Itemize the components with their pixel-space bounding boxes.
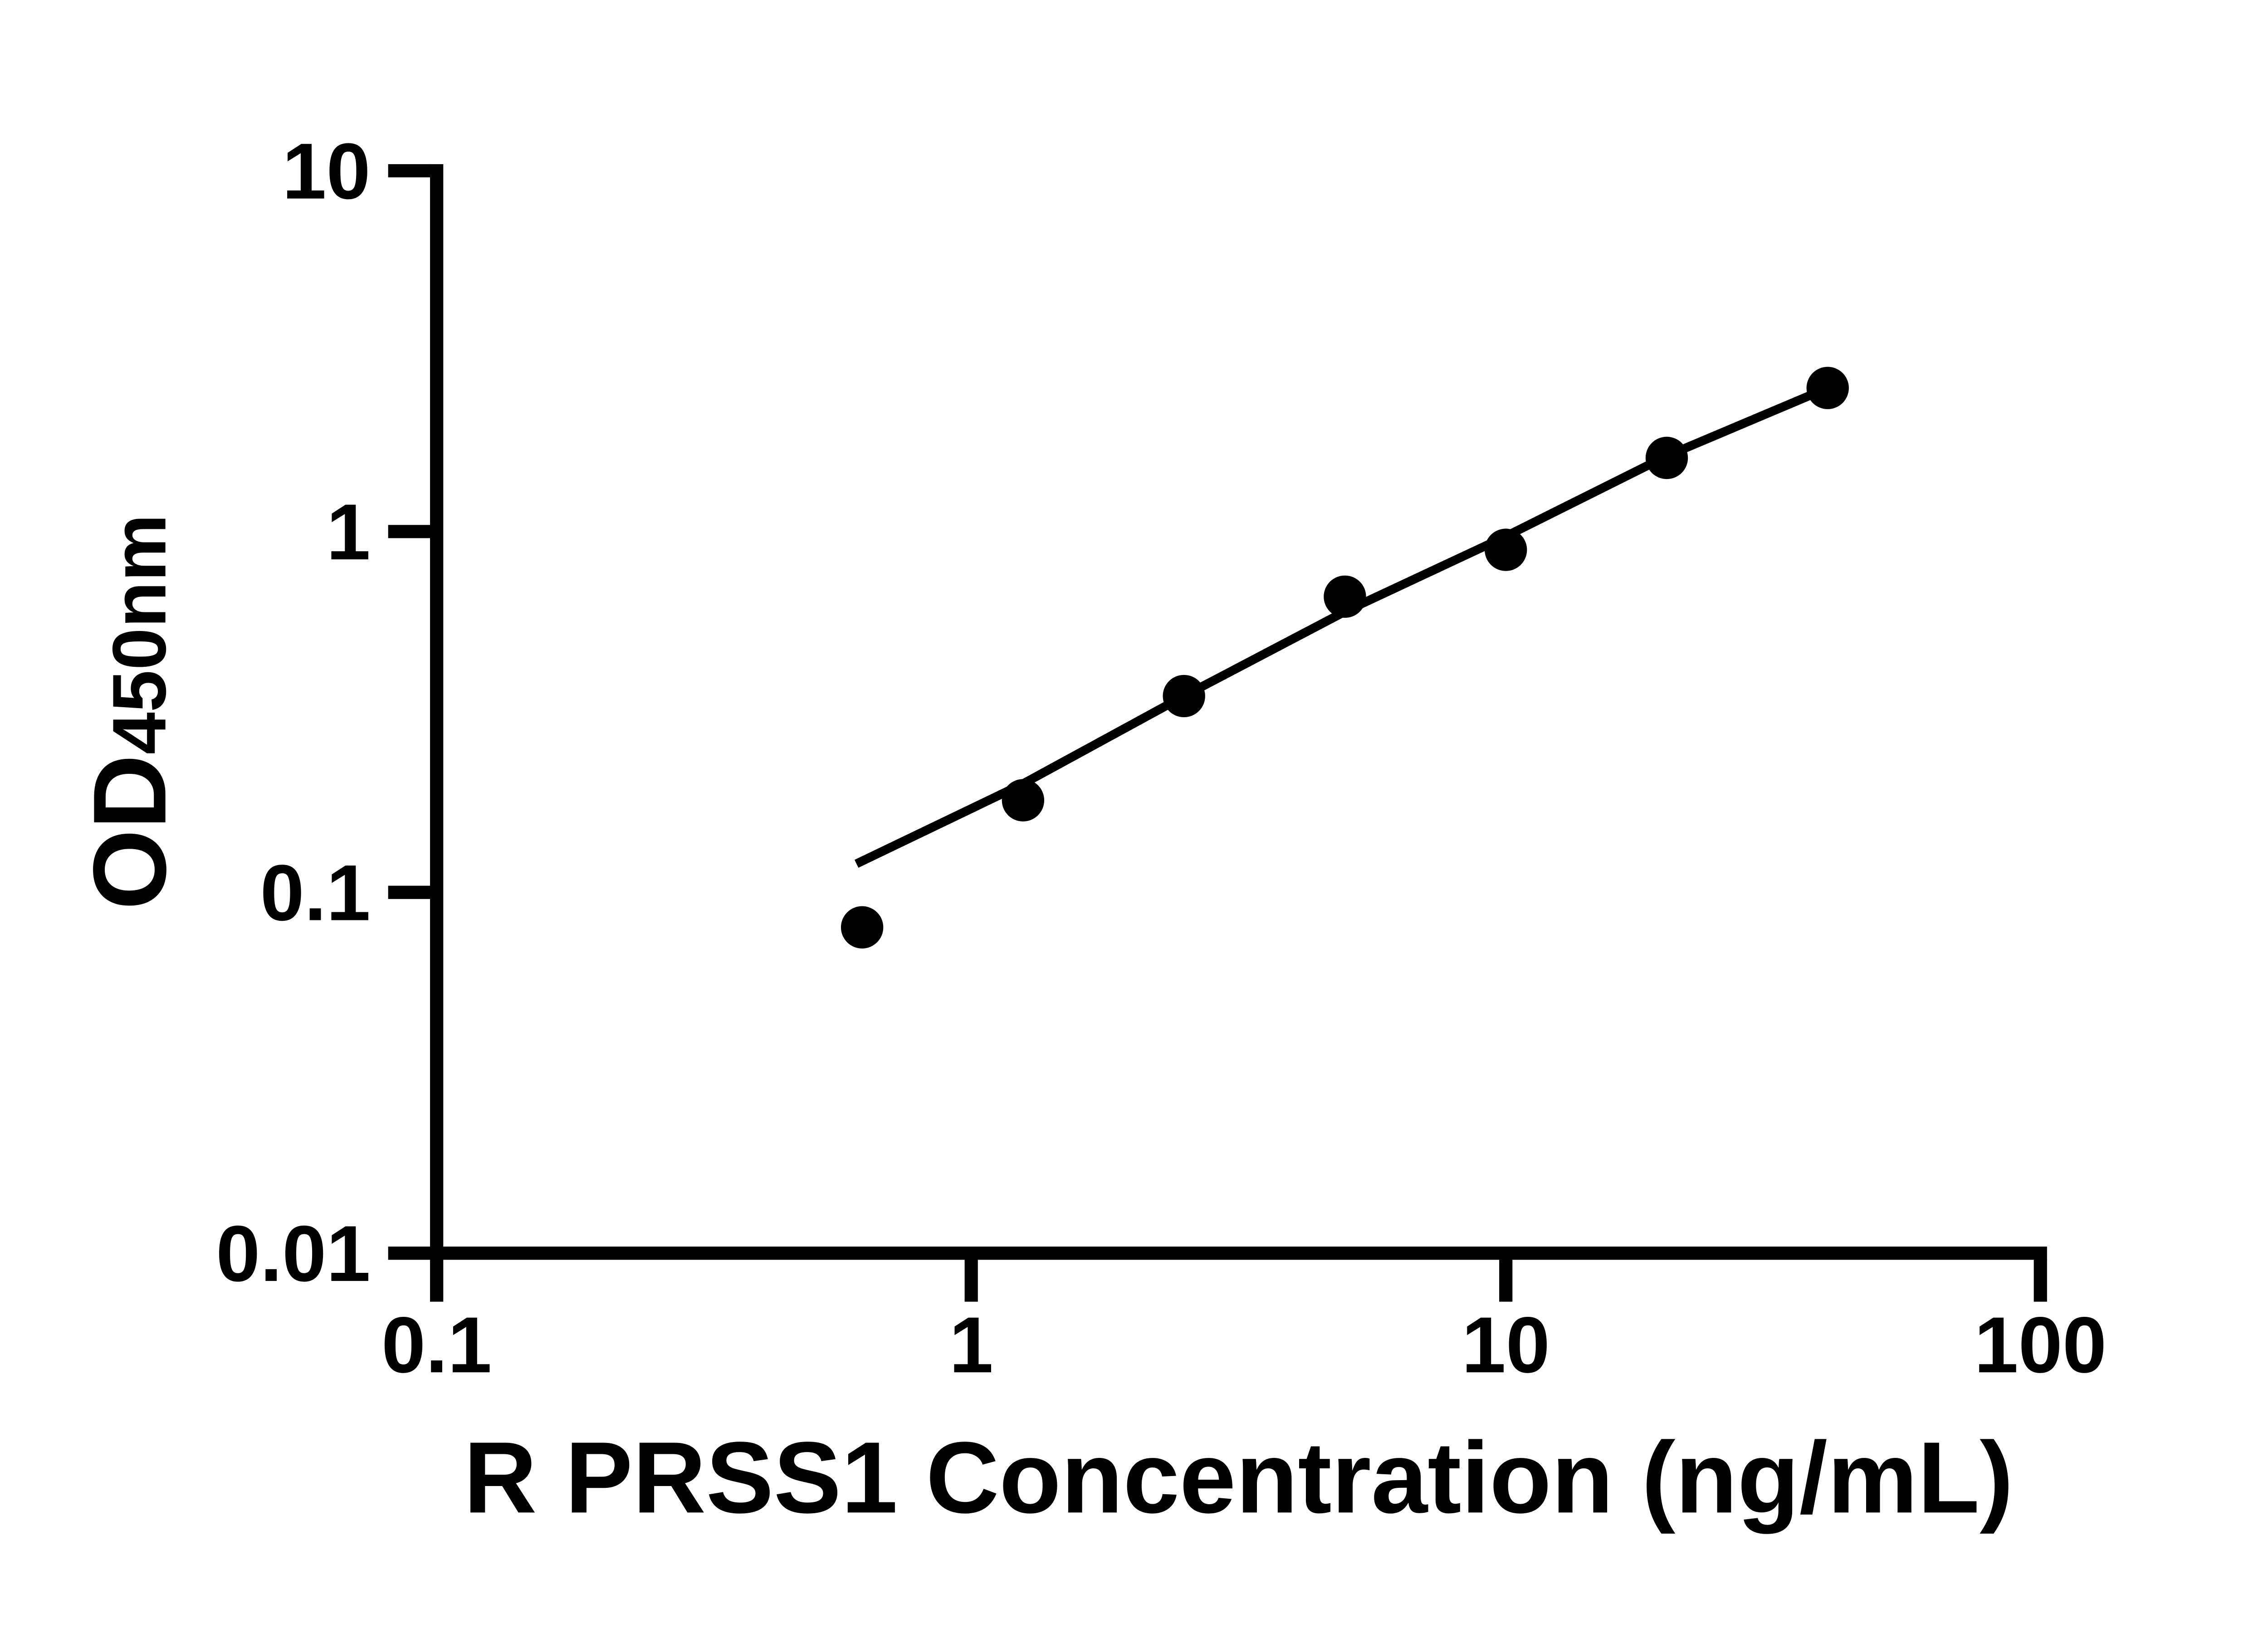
- y-tick-label: 1: [326, 488, 370, 577]
- data-point: [1485, 528, 1527, 571]
- data-point: [1324, 575, 1366, 618]
- y-tick-label: 0.01: [216, 1210, 371, 1298]
- chart-background: [0, 22, 2268, 1611]
- data-point: [1163, 675, 1205, 718]
- data-point: [841, 906, 884, 949]
- y-tick-label: 10: [282, 127, 371, 216]
- y-axis-title-sub: 450nm: [98, 514, 182, 754]
- x-axis-title: R PRSS1 Concentration (ng/mL): [464, 1421, 2014, 1534]
- y-tick-label: 0.1: [260, 849, 371, 938]
- y-axis-title: OD450nm: [72, 514, 188, 910]
- data-points-group: [841, 367, 1849, 949]
- data-point: [1645, 436, 1688, 479]
- x-tick-label: 10: [1461, 1301, 1550, 1389]
- ticks-group: [388, 164, 2047, 1302]
- x-tick-label: 1: [949, 1301, 993, 1389]
- x-tick-label: 100: [1974, 1301, 2107, 1389]
- y-axis-title-main: OD: [72, 754, 188, 910]
- data-point: [1002, 779, 1045, 821]
- x-tick-label: 0.1: [381, 1301, 492, 1389]
- axes-group: [430, 164, 2047, 1260]
- data-point: [1806, 367, 1849, 409]
